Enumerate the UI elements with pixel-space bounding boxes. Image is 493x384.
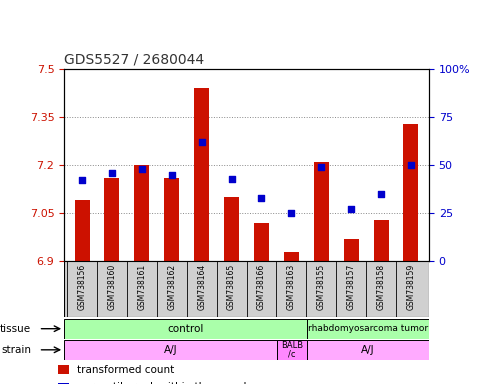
Bar: [58, 366, 69, 374]
Bar: [224, 197, 239, 261]
Point: [78, 177, 86, 184]
Bar: [164, 178, 179, 261]
Point: [228, 175, 236, 182]
Text: transformed count: transformed count: [77, 364, 174, 374]
Text: A/J: A/J: [164, 345, 177, 355]
Point: [407, 162, 415, 168]
Point: [108, 170, 116, 176]
FancyBboxPatch shape: [64, 319, 307, 339]
Text: GSM738155: GSM738155: [317, 264, 326, 310]
Point: [287, 210, 295, 216]
Text: rhabdomyosarcoma tumor: rhabdomyosarcoma tumor: [308, 324, 428, 333]
Text: GSM738166: GSM738166: [257, 264, 266, 310]
Bar: [58, 382, 69, 384]
Text: control: control: [168, 324, 204, 334]
Bar: [344, 239, 358, 261]
Text: GSM738160: GSM738160: [107, 264, 116, 310]
Text: GSM738165: GSM738165: [227, 264, 236, 310]
Bar: [74, 200, 90, 261]
FancyBboxPatch shape: [64, 261, 429, 317]
FancyBboxPatch shape: [64, 340, 277, 360]
Point: [317, 164, 325, 170]
Bar: [314, 162, 329, 261]
Point: [347, 206, 355, 212]
Bar: [105, 178, 119, 261]
Bar: [254, 223, 269, 261]
Text: tissue: tissue: [0, 324, 31, 334]
Text: GSM738157: GSM738157: [347, 264, 355, 310]
Bar: [194, 88, 209, 261]
Text: GDS5527 / 2680044: GDS5527 / 2680044: [64, 53, 204, 66]
Bar: [403, 124, 419, 261]
Text: percentile rank within the sample: percentile rank within the sample: [77, 382, 252, 384]
Bar: [374, 220, 388, 261]
Bar: [284, 252, 299, 261]
Text: BALB
/c: BALB /c: [281, 341, 303, 359]
Text: GSM738162: GSM738162: [167, 264, 176, 310]
Point: [198, 139, 206, 145]
Text: GSM738163: GSM738163: [287, 264, 296, 310]
Point: [257, 195, 265, 201]
Point: [138, 166, 146, 172]
Point: [168, 172, 176, 178]
FancyBboxPatch shape: [277, 340, 307, 360]
Text: strain: strain: [1, 345, 31, 355]
Text: GSM738158: GSM738158: [377, 264, 386, 310]
FancyBboxPatch shape: [307, 319, 429, 339]
Text: GSM738161: GSM738161: [138, 264, 146, 310]
Text: A/J: A/J: [361, 345, 375, 355]
Text: GSM738164: GSM738164: [197, 264, 206, 310]
Point: [377, 191, 385, 197]
Text: GSM738159: GSM738159: [406, 264, 416, 310]
Bar: [135, 165, 149, 261]
Text: GSM738156: GSM738156: [77, 264, 87, 310]
FancyBboxPatch shape: [307, 340, 429, 360]
